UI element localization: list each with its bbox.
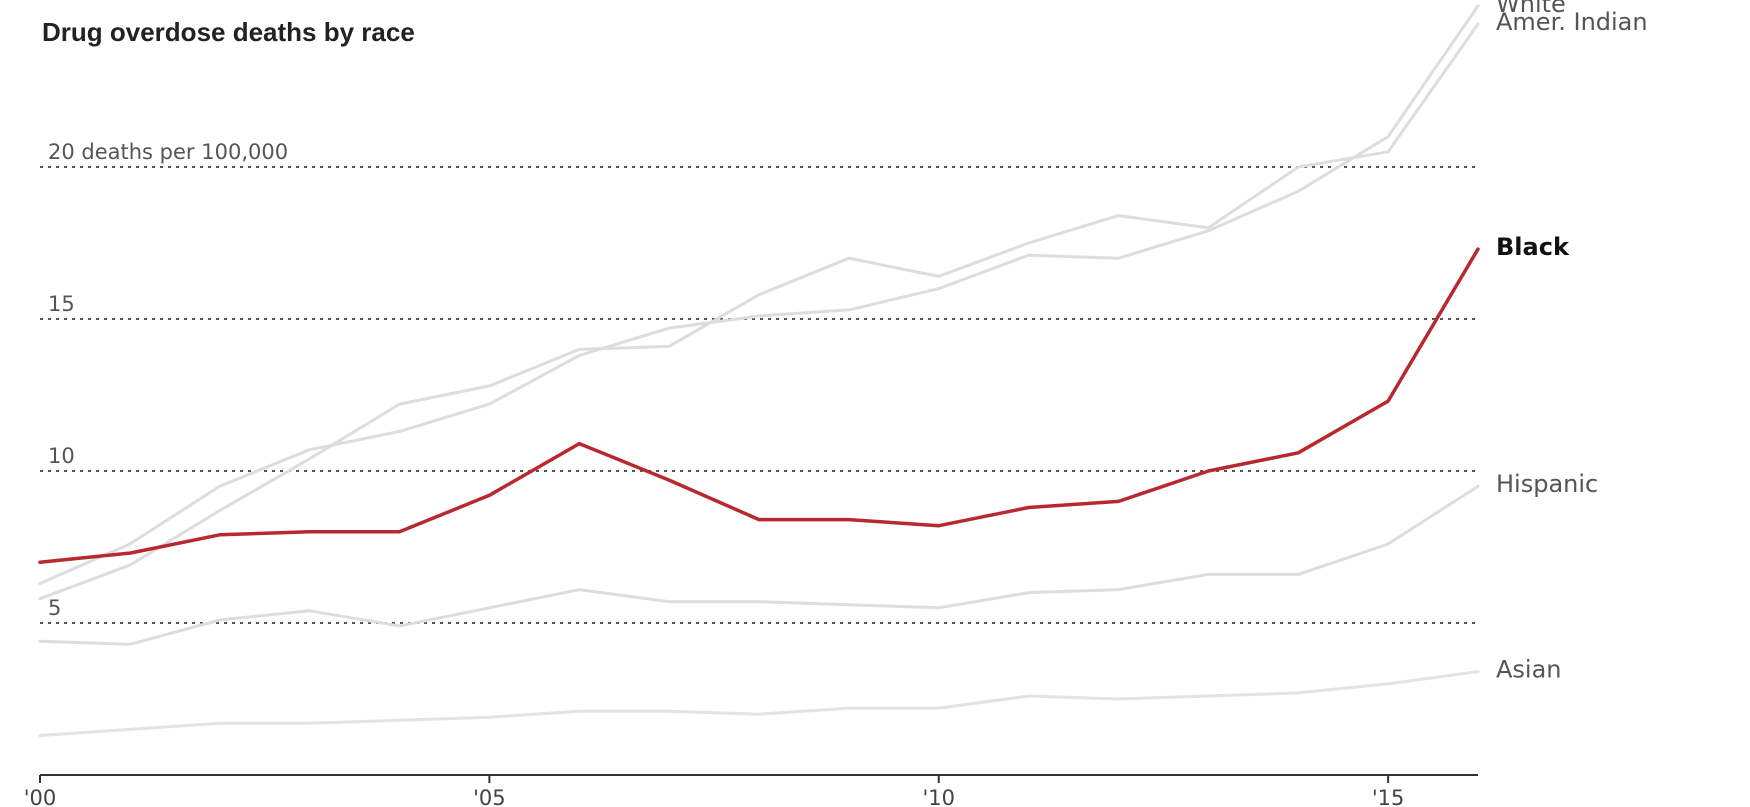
gridline-label-15: 15 <box>48 292 75 316</box>
series-label-hispanic: Hispanic <box>1496 470 1598 498</box>
series-label-white: White <box>1496 0 1566 18</box>
series-line-white <box>38 4 1480 585</box>
series-line-asian <box>38 670 1480 737</box>
series-label-amer-indian: Amer. Indian <box>1496 8 1648 36</box>
series-lines <box>38 4 1480 737</box>
series-label-black: Black <box>1496 233 1570 261</box>
gridline-label-5: 5 <box>48 596 61 620</box>
series-line-amer-indian <box>38 22 1480 601</box>
gridline-label-20: 20 deaths per 100,000 <box>48 140 288 164</box>
series-label-asian: Asian <box>1496 656 1562 684</box>
gridline-label-10: 10 <box>48 444 75 468</box>
gridlines: 20 deaths per 100,000 15 10 5 <box>40 140 1478 624</box>
chart-title: Drug overdose deaths by race <box>42 17 415 47</box>
x-axis: '00 '05 '10 '15 <box>24 774 1478 807</box>
x-tick-label-2005: '05 <box>473 786 506 807</box>
x-tick-label-2015: '15 <box>1372 786 1405 807</box>
x-tick-label-2010: '10 <box>923 786 956 807</box>
x-tick-label-2000: '00 <box>24 786 57 807</box>
series-line-black <box>38 247 1480 564</box>
series-line-hispanic <box>38 484 1480 646</box>
